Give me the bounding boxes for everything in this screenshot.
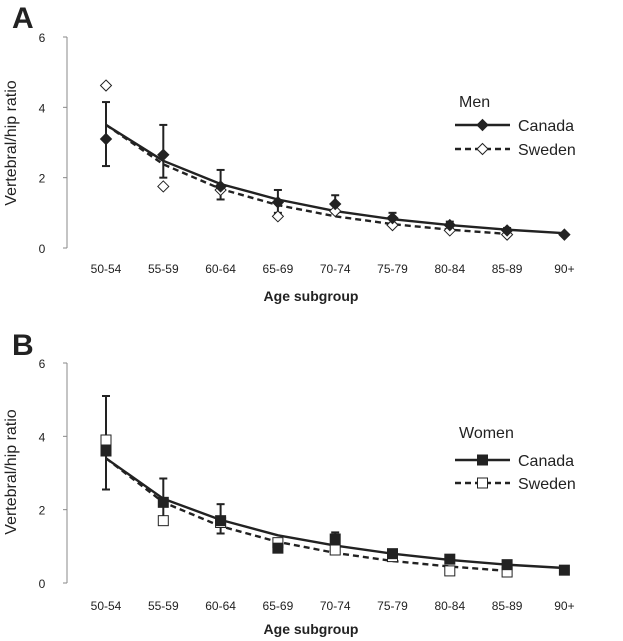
x-tick-label: 55-59 [148,262,179,276]
data-point-sweden [444,565,456,577]
y-tick-label: 4 [39,430,46,444]
data-point-canada [444,553,456,565]
data-point-canada [329,533,341,545]
x-tick-label: 80-84 [434,599,465,613]
x-tick-label: 90+ [554,262,574,276]
legend-marker-canada [476,118,489,132]
data-point-sweden [386,218,399,232]
panel-letter: A [12,2,34,35]
legend-title: Men [459,94,490,111]
legend-title: Women [459,425,514,442]
series-line-sweden [105,457,508,573]
legend-marker-sweden [477,477,488,489]
data-point-canada [157,148,170,162]
x-axis-label: Age subgroup [264,621,359,637]
legend-marker-canada [477,454,488,466]
panel-letter: B [12,329,34,362]
data-point-sweden [157,180,170,193]
y-tick-label: 2 [39,504,46,518]
x-tick-label: 85-89 [492,599,523,613]
data-point-sweden [100,434,112,446]
legend-label-sweden: Sweden [518,476,576,493]
legend-label-canada: Canada [518,118,574,135]
data-point-canada [100,445,112,457]
chart-panel-a: A 0 2 4 6 50-54 55-59 60-64 65-69 70-74 75-79 80-84… [3,2,576,304]
y-tick-label: 0 [39,242,46,256]
x-tick-label: 70-74 [320,599,351,613]
x-tick-label: 50-54 [91,262,122,276]
series-line-sweden [105,123,508,236]
data-point-sweden [328,204,342,218]
data-point-canada [271,196,285,209]
x-tick-label: 60-64 [205,262,236,276]
data-point-canada [328,197,342,211]
y-axis-label: Vertebral/hip ratio [3,409,20,535]
data-point-canada [501,559,513,571]
y-tick-label: 4 [39,101,46,115]
data-point-sweden [157,515,169,527]
y-tick-label: 6 [39,357,46,371]
x-tick-label: 85-89 [492,262,523,276]
y-tick-label: 0 [39,577,46,591]
data-point-canada [214,180,227,193]
x-tick-label: 80-84 [434,262,465,276]
data-point-canada [272,542,284,554]
x-tick-label: 65-69 [263,262,294,276]
data-point-sweden [271,210,285,223]
data-point-canada [215,515,227,527]
x-axis-label: Age subgroup [264,288,359,304]
legend-label-canada: Canada [518,453,574,470]
data-point-canada [443,218,457,232]
data-point-canada [386,211,399,225]
data-point-canada [558,228,571,241]
x-tick-label: 65-69 [263,599,294,613]
x-tick-label: 55-59 [148,599,179,613]
chart-panel-b: B 0 2 4 6 50-54 55-59 60-64 65-69 70-74 75-79 80-84… [3,329,576,637]
x-tick-label: 70-74 [320,262,351,276]
y-tick-label: 6 [39,31,46,45]
data-point-canada [500,224,514,237]
x-tick-label: 90+ [554,599,574,613]
legend-marker-sweden [476,142,489,156]
x-tick-label: 60-64 [205,599,236,613]
x-tick-label: 50-54 [91,599,122,613]
data-point-canada [157,496,169,508]
x-tick-label: 75-79 [377,599,408,613]
y-axis-label: Vertebral/hip ratio [3,80,20,206]
data-point-canada [99,132,113,146]
legend-label-sweden: Sweden [518,142,576,159]
data-point-sweden [99,79,113,92]
data-point-sweden [329,544,341,556]
data-point-canada [387,548,398,560]
y-tick-label: 2 [39,172,46,186]
x-tick-label: 75-79 [377,262,408,276]
data-point-canada [558,564,570,576]
